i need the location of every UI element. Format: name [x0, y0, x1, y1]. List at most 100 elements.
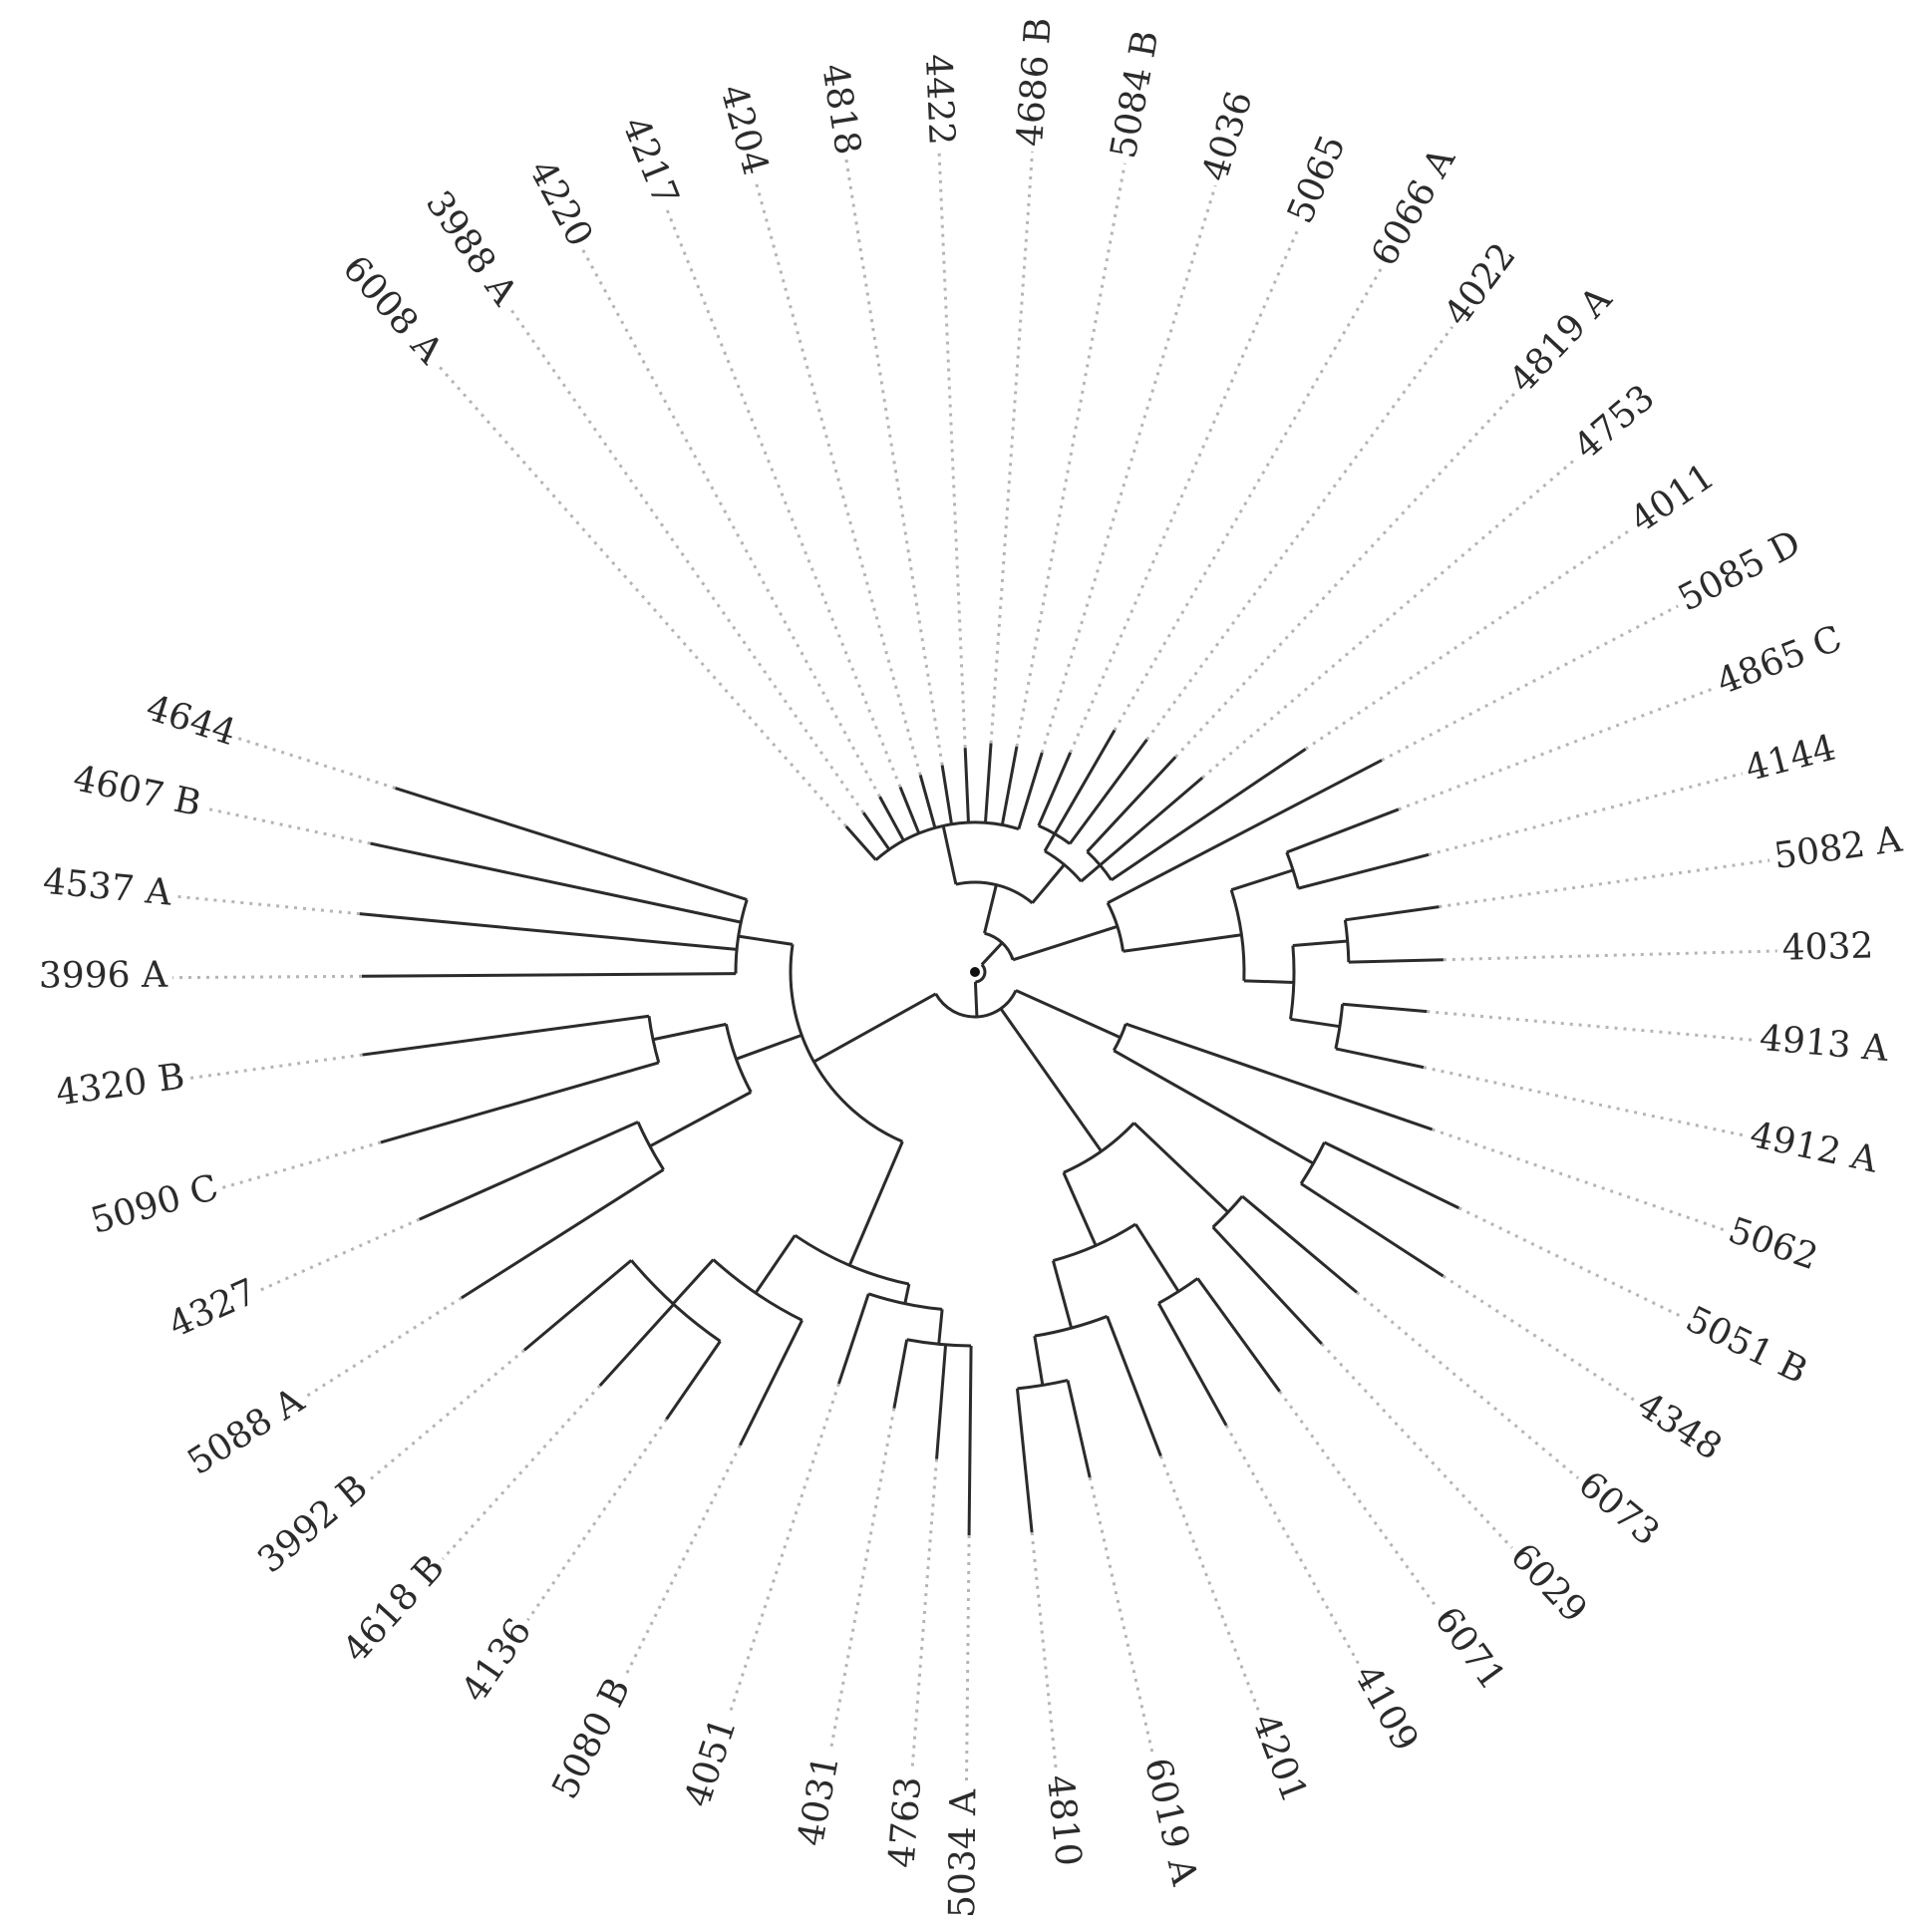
leaf-guide-line: [221, 1140, 382, 1189]
leaf-label: 5065: [1280, 130, 1354, 229]
branch-segment: [1000, 746, 1019, 825]
branch-segment: [1043, 832, 1057, 852]
leaf-guide-line: [1145, 326, 1454, 741]
leaf-guide-line: [1069, 225, 1301, 754]
branch-segment: [812, 992, 937, 1064]
tree-branches: [359, 729, 1460, 1535]
leaf-label: 4320 B: [54, 1056, 187, 1114]
branch-arc: [955, 880, 1034, 904]
branch-segment: [738, 1319, 804, 1447]
branch-segment: [1062, 1171, 1098, 1247]
leaf-label: 6066 A: [1364, 141, 1464, 273]
branch-segment: [836, 1293, 870, 1385]
branch-segment: [1107, 759, 1383, 905]
leaf-label: 5080 B: [544, 1672, 638, 1805]
leaf-label: 5051 B: [1680, 1299, 1813, 1393]
leaf-label: 4136: [455, 1611, 540, 1710]
leaf-label: 3988 A: [418, 183, 525, 313]
leaf-guide-line: [1088, 1476, 1154, 1756]
leaf-guide-line: [1423, 1066, 1747, 1137]
leaf-label: 6008 A: [335, 248, 452, 373]
leaf-guide-line: [1439, 858, 1770, 909]
branch-segment: [1015, 989, 1122, 1040]
leaf-label: 3992 B: [250, 1467, 376, 1582]
leaf-guide-line: [989, 151, 1035, 744]
branch-arc: [1017, 1379, 1069, 1391]
leaf-guide-line: [507, 305, 865, 814]
branch-segment: [963, 748, 970, 823]
leaf-guide-line: [188, 1053, 363, 1081]
leaf-guide-line: [259, 1217, 421, 1292]
branch-segment: [861, 811, 891, 850]
leaf-label: 4819 A: [1502, 278, 1621, 401]
branch-segment: [1080, 863, 1102, 883]
branch-segment: [892, 1339, 909, 1409]
leaf-label: 4348: [1630, 1385, 1729, 1468]
branch-segment: [1106, 1315, 1162, 1456]
leaf-label: 4032: [1781, 925, 1874, 968]
leaf-guide-line: [1398, 686, 1716, 811]
leaf-label: 4217: [614, 112, 686, 211]
branch-segment: [1348, 958, 1444, 964]
leaf-guide-line: [1278, 1390, 1440, 1611]
branch-segment: [370, 841, 742, 924]
branch-segment: [1292, 939, 1348, 947]
branch-segment: [983, 743, 993, 823]
branch-segment: [1099, 777, 1204, 866]
branch-arc: [984, 931, 1015, 961]
branch-arc: [794, 1233, 910, 1286]
branch-arc: [1334, 1004, 1345, 1050]
branch-segment: [1286, 807, 1400, 854]
leaf-label: 4327: [162, 1271, 262, 1346]
leaf-guide-line: [1428, 772, 1744, 856]
leaf-guide-line: [304, 1296, 463, 1399]
branch-segment: [940, 765, 954, 825]
leaf-guide-line: [526, 1418, 668, 1622]
leaf-label: 4763: [881, 1775, 929, 1870]
leaf-label: 4011: [1623, 456, 1722, 540]
branch-segment: [1323, 1140, 1460, 1210]
branch-segment: [419, 1121, 639, 1221]
branch-segment: [967, 1345, 973, 1535]
branch-segment: [1290, 1017, 1341, 1029]
branch-segment: [898, 787, 921, 834]
leaf-label: 3996 A: [39, 955, 168, 997]
branch-segment: [1053, 729, 1117, 835]
branch-arc: [1106, 902, 1126, 952]
branch-segment: [461, 1167, 665, 1300]
branch-segment: [1068, 738, 1148, 845]
branch-segment: [1243, 979, 1294, 984]
branch-segment: [380, 1061, 660, 1144]
branch-segment: [362, 972, 737, 978]
branch-segment: [1086, 756, 1177, 853]
branch-arc: [789, 944, 903, 1143]
branch-arc: [1086, 850, 1114, 881]
branch-segment: [649, 1091, 752, 1148]
leaf-guide-line: [1443, 949, 1777, 962]
leaf-guide-line: [581, 248, 881, 798]
leaf-guide-line: [1015, 162, 1126, 748]
branch-segment: [1113, 1049, 1315, 1165]
branch-segment: [999, 1007, 1103, 1152]
leaf-guide-lines: [172, 150, 1777, 1784]
branch-segment: [973, 981, 979, 1018]
branch-segment: [665, 1340, 722, 1421]
leaf-label: 5034 A: [942, 1788, 984, 1918]
leaf-guide-line: [1040, 184, 1217, 754]
branch-segment: [598, 1303, 675, 1387]
branch-segment: [980, 941, 1004, 966]
branch-arc: [874, 820, 1020, 861]
leaf-label: 4144: [1742, 727, 1840, 790]
leaf-guide-line: [1356, 1291, 1580, 1479]
leaf-label: 4036: [1195, 87, 1261, 186]
branch-segment: [1230, 868, 1294, 892]
leaf-label: 5084 B: [1104, 27, 1167, 161]
leaf-label: 5088 A: [180, 1380, 312, 1483]
leaf-guide-line: [175, 894, 360, 916]
leaf-guide-line: [1381, 604, 1679, 762]
branch-arc: [630, 1259, 722, 1343]
branch-arc: [1038, 823, 1072, 845]
leaf-guide-line: [1030, 1531, 1058, 1771]
leaf-guide-line: [367, 1349, 525, 1483]
branch-arc: [934, 989, 1018, 1019]
